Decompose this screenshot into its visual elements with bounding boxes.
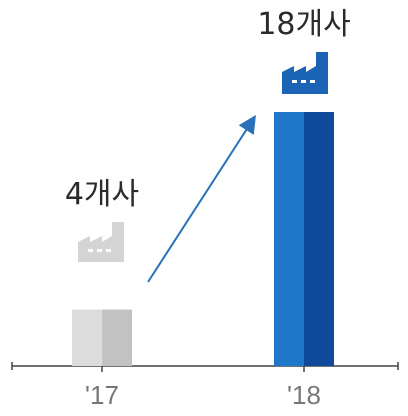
growth-arrow [147, 114, 256, 283]
factory-icon [282, 52, 328, 94]
bar-17 [72, 309, 132, 366]
bar-18 [274, 112, 334, 366]
data-label-17: 4개사 [65, 177, 139, 212]
x-tick-label-18: '18 [287, 380, 321, 410]
bar-18-right-face [304, 112, 334, 366]
bar-18-left-face [274, 112, 304, 366]
factory-icon [78, 222, 124, 262]
bar-17-right-face [102, 309, 132, 366]
x-tick-label-17: '17 [85, 380, 119, 410]
data-label-18: 18개사 [257, 7, 350, 42]
bar-17-left-face [72, 309, 102, 366]
